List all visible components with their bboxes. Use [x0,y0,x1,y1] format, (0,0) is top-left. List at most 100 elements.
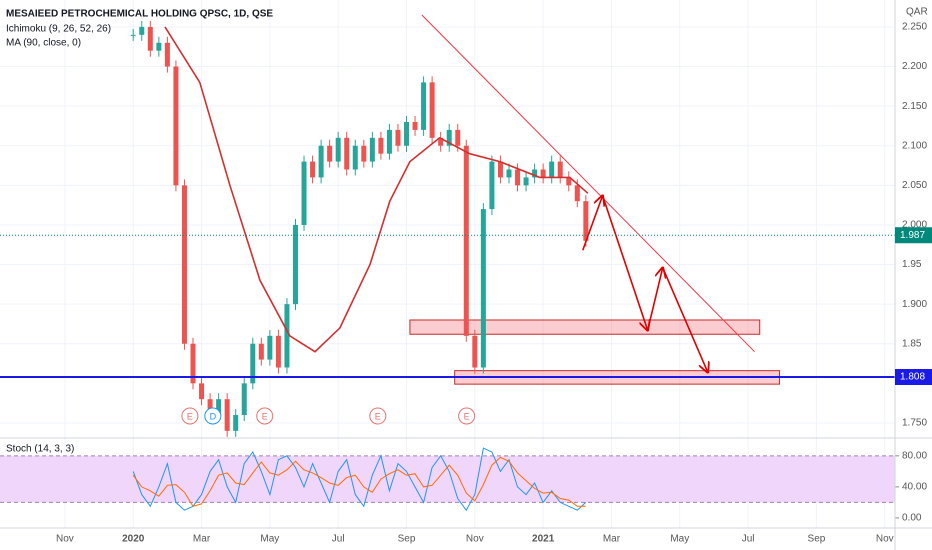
candle [489,161,495,210]
currency-label: QAR [906,7,928,18]
candle [549,161,555,178]
x-tick-label: Jul [332,534,345,545]
y-tick-label: 1.750 [902,418,927,429]
candle [284,304,290,368]
candle [139,26,145,35]
y-tick-label: 1.95 [902,259,922,270]
candle [275,335,281,368]
y-tick-label: 2.150 [902,101,927,112]
indicator-label: Ichimoku (9, 26, 52, 26) [6,24,111,35]
level-tag [895,369,932,386]
event-marker [458,407,476,425]
x-tick-label: Nov [466,534,484,545]
projection-arrow [582,196,603,251]
projection-arrow [601,195,648,331]
candle [438,137,444,146]
candle [532,169,538,178]
event-marker [256,407,274,425]
candle [181,185,187,344]
candle [207,399,213,416]
candle [301,161,307,225]
last-price-tag [895,227,932,244]
y-tick-label: 1.900 [902,299,927,310]
candle [241,383,247,416]
candle [233,415,239,431]
candle [574,185,580,202]
y-tick-label: 2.000 [902,220,927,231]
stoch-band [0,455,895,503]
candle [412,121,418,130]
zone [409,319,761,335]
event-label: E [375,411,381,421]
candle [378,137,384,154]
x-tick-label: Sep [808,534,826,545]
candle [190,343,196,384]
candle [216,399,222,416]
candle [515,169,521,186]
event-label: D [210,411,217,421]
candle [506,169,512,178]
last-price-label: 1.987 [900,230,925,241]
candle [173,66,179,186]
candle [480,209,486,368]
x-tick-label: May [670,534,689,545]
candle [557,161,563,178]
candle [335,137,341,162]
candle [566,177,572,186]
trendline [421,14,755,353]
candle [404,121,410,146]
y-tick-label: 2.100 [902,140,927,151]
candle [352,145,358,170]
x-tick-label: May [260,534,279,545]
candle [369,137,375,162]
x-tick-label: Jul [742,534,755,545]
y-tick-label: 0.00 [902,513,922,524]
candle [292,224,298,305]
candle [199,383,205,400]
candle [463,145,469,336]
y-tick-label: 1.85 [902,338,922,349]
candle [258,343,264,360]
projection-arrow [646,268,663,331]
candle [540,169,546,178]
x-tick-label: 2020 [122,534,145,545]
event-marker [204,407,222,425]
x-tick-label: Mar [193,534,211,545]
candle [497,161,503,178]
candle [310,161,316,178]
candle [361,145,367,162]
candle [455,129,461,146]
candle [164,42,170,67]
stoch-line [132,447,587,512]
candle [327,145,333,162]
candle [446,129,452,146]
event-label: E [464,411,470,421]
x-tick-label: 2021 [532,534,555,545]
event-label: E [262,411,268,421]
candle [156,42,162,51]
x-tick-label: Mar [603,534,621,545]
candle [421,82,427,130]
chart-title: MESAIEED PETROCHEMICAL HOLDING QPSC, 1D,… [6,9,273,20]
event-label: E [187,411,193,421]
level-label: 1.808 [900,372,925,383]
candle [267,335,273,360]
x-tick-label: Nov [876,534,894,545]
candle [224,399,230,431]
y-tick-label: 2.250 [902,22,927,33]
ma-label: MA (90, close, 0) [6,38,81,49]
candle [250,343,256,384]
candle [583,201,589,241]
candle [386,129,392,154]
stoch-line [132,456,586,507]
y-tick-label: 2.200 [902,61,927,72]
candle [147,26,153,51]
candle [429,82,435,138]
x-tick-label: Sep [398,534,416,545]
candle [472,335,478,368]
x-tick-label: Nov [56,534,74,545]
candle [395,129,401,146]
ma-line [164,26,589,353]
y-tick-label: 80.00 [902,450,927,461]
